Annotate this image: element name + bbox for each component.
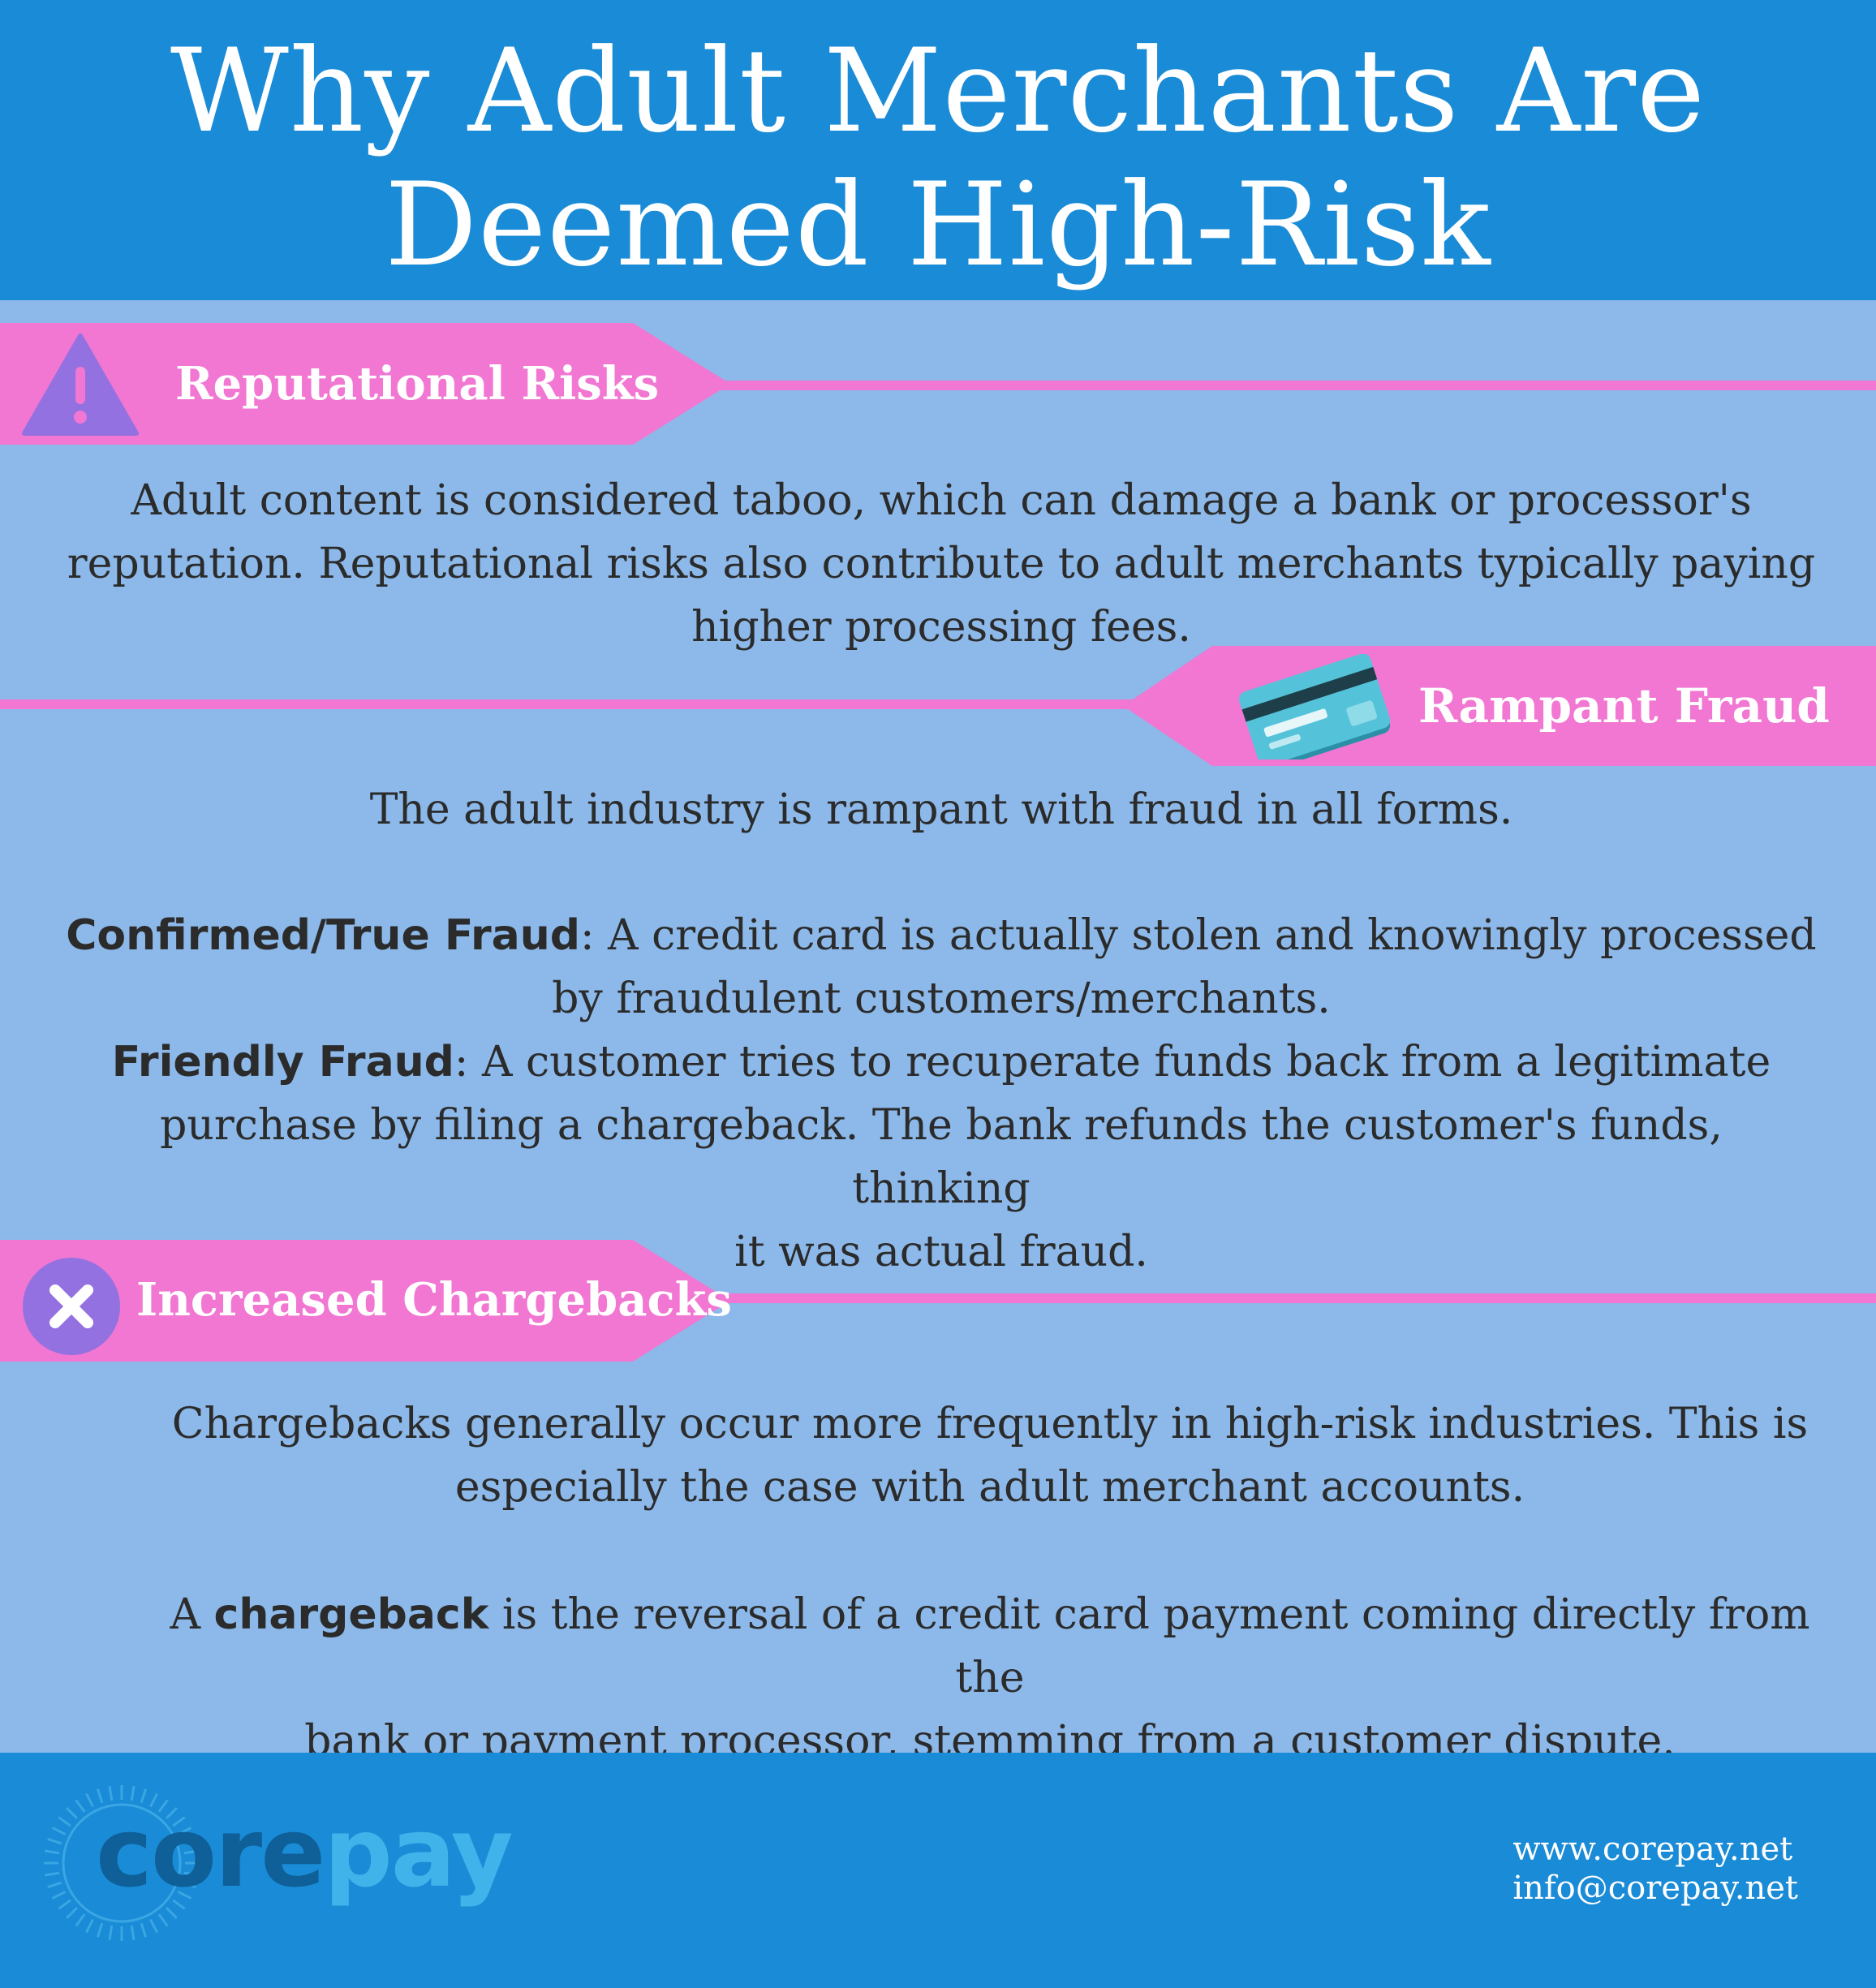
chargebacks-body: Chargebacks generally occur more frequen… bbox=[171, 1400, 1809, 1512]
section-title-fraud: Rampant Fraud bbox=[1418, 678, 1830, 734]
corepay-logo: corepay bbox=[96, 1792, 514, 1913]
section-divider-line bbox=[698, 1293, 1876, 1303]
email-link[interactable]: info@corepay.net bbox=[1512, 1870, 1798, 1907]
section-title-chargebacks: Increased Chargebacks bbox=[136, 1273, 732, 1327]
section-banner-chargebacks bbox=[0, 1240, 730, 1362]
page-title: Why Adult Merchants Are Deemed High-Risk bbox=[0, 24, 1876, 292]
section-divider-line bbox=[698, 381, 1876, 390]
section-title-reputational: Reputational Risks bbox=[175, 357, 660, 411]
fraud-body: Confirmed/True Fraud: A credit card is a… bbox=[66, 911, 1817, 1276]
fraud-intro: The adult industry is rampant with fraud… bbox=[369, 785, 1513, 834]
friendly-fraud-term: Friendly Fraud bbox=[111, 1038, 454, 1087]
chargeback-definition: A chargeback is the reversal of a credit… bbox=[170, 1590, 1810, 1766]
warning-triangle-icon bbox=[21, 333, 140, 437]
page-title-line2: Deemed High-Risk bbox=[385, 158, 1491, 292]
footer bbox=[0, 1753, 1876, 1988]
section-divider-line bbox=[0, 699, 1152, 709]
x-circle-icon bbox=[21, 1256, 122, 1357]
website-link[interactable]: www.corepay.net bbox=[1512, 1831, 1793, 1868]
header: Why Adult Merchants Are Deemed High-Risk bbox=[0, 0, 1876, 300]
logo-core-text: core bbox=[96, 1797, 325, 1908]
corepay-logo-sunburst-icon bbox=[41, 1782, 203, 1944]
confirmed-fraud-term: Confirmed/True Fraud bbox=[66, 911, 580, 960]
chargeback-term: chargeback bbox=[213, 1590, 489, 1639]
logo-pay-text: pay bbox=[324, 1797, 513, 1908]
reputational-body: Adult content is considered taboo, which… bbox=[67, 476, 1816, 652]
credit-card-icon bbox=[1230, 653, 1402, 769]
page-title-line1: Why Adult Merchants Are bbox=[170, 24, 1706, 158]
contact-info: www.corepay.net info@corepay.net bbox=[1512, 1830, 1798, 1908]
